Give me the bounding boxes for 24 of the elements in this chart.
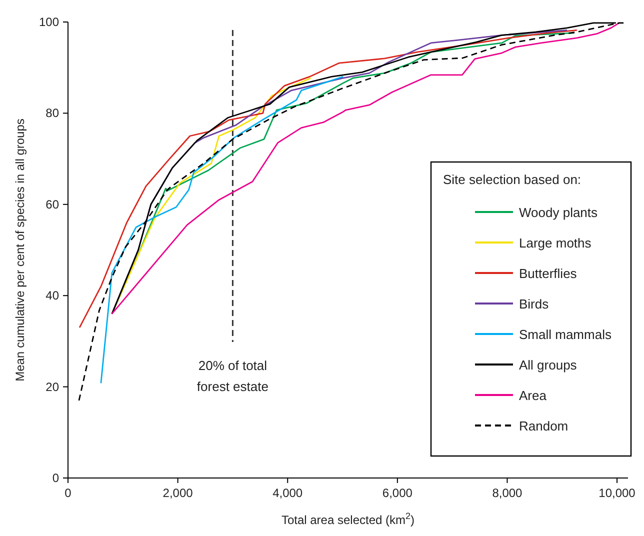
x-tick-label: 0 xyxy=(64,486,72,500)
y-axis-title: Mean cumulative per cent of species in all groups xyxy=(13,118,27,382)
x-tick-label: 10,000 xyxy=(598,486,636,500)
y-tick-label: 20 xyxy=(46,380,60,394)
ref-line-label: 20% of total forest estate xyxy=(196,358,268,394)
y-tick-label: 80 xyxy=(46,106,60,120)
y-tick-label: 0 xyxy=(52,471,60,485)
legend-label: Small mammals xyxy=(519,327,612,342)
legend-label: Large moths xyxy=(519,236,592,250)
legend-label: Area xyxy=(519,388,548,403)
legend-label: Butterflies xyxy=(519,266,578,281)
y-tick-label: 40 xyxy=(46,288,60,303)
legend-label: All groups xyxy=(519,358,578,372)
x-tick-label: 2,000 xyxy=(162,486,194,500)
y-tick-label: 100 xyxy=(38,15,60,29)
y-tick-label: 60 xyxy=(46,197,60,212)
legend-label: Random xyxy=(519,418,568,434)
legend-label: Birds xyxy=(519,296,550,312)
legend-label: Woody plants xyxy=(519,205,598,220)
x-tick-label: 8,000 xyxy=(492,486,523,500)
x-axis-title: Total area selected (km$^{2}$) xyxy=(281,511,415,527)
x-tick-label: 6,000 xyxy=(382,486,413,500)
legend-title: Site selection based on: xyxy=(443,172,582,187)
x-tick-label: 4,000 xyxy=(272,486,303,500)
